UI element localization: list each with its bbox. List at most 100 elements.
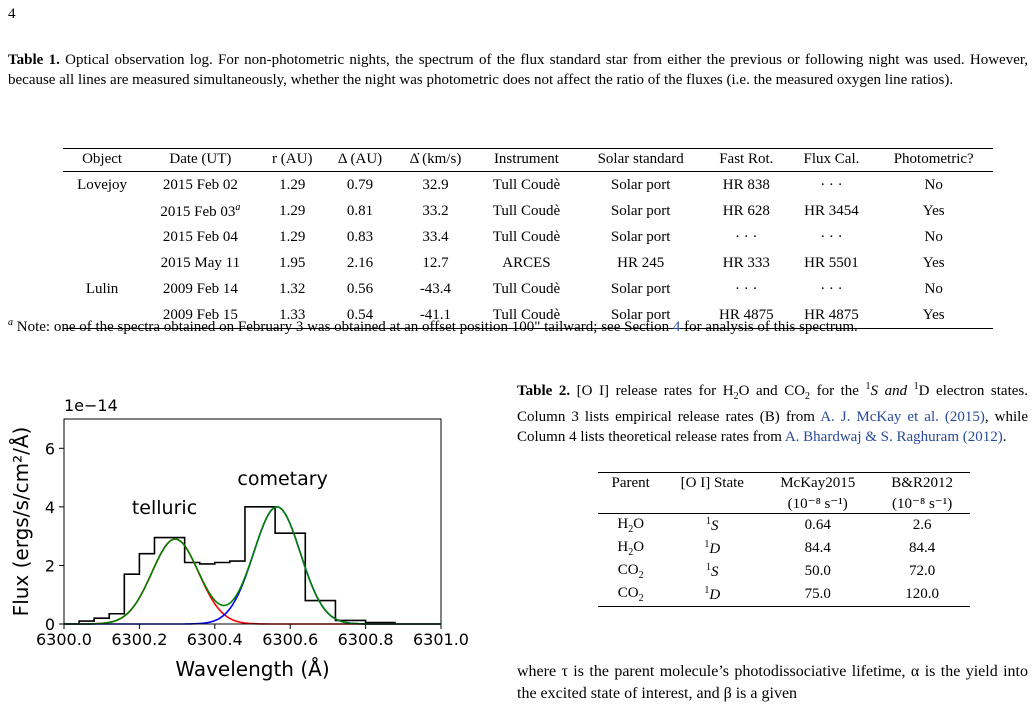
table1-cell-text: HR 4875	[719, 306, 774, 323]
table2-cell-parent: CO2	[617, 585, 644, 604]
table2: Parent [O I] State McKay2015 B&R2012 (10…	[598, 472, 970, 607]
table1-cell-text: HR 333	[722, 254, 770, 271]
table1-cell-text: Solar port	[610, 202, 671, 219]
caption-part: , while Column 4 lists theoretical relea…	[517, 409, 1028, 445]
table1-cell-text: 1.29	[279, 228, 306, 245]
table1-cell-solar: Solar port	[577, 302, 704, 329]
table1-cell-text: HR 5501	[804, 254, 859, 271]
table2-header: McKay2015	[780, 475, 856, 491]
table1-header: Instrument	[493, 151, 559, 167]
table1-cell-text: 0.54	[346, 306, 374, 323]
footnote-text-end: for analysis of this spectrum.	[680, 319, 858, 335]
table1-cell-text: ARCES	[502, 254, 551, 271]
telluric-annotation: telluric	[132, 497, 197, 519]
table1-cell-flux: HR 4875	[788, 302, 874, 329]
y-tick-label: 6	[45, 439, 55, 458]
table1-cell-phot: Yes	[874, 198, 993, 224]
table1-cell-deltadot: 33.4	[395, 224, 475, 250]
table1-cell-r: 1.29	[260, 172, 325, 199]
table1-cell-text: 33.2	[422, 202, 449, 219]
table1-cell-flux: · · ·	[788, 172, 874, 199]
x-tick-label: 6300.0	[36, 630, 92, 649]
table2-cell-parent: H2O	[617, 516, 645, 535]
table1-cell-text: 0.81	[346, 202, 374, 219]
table2-header: [O I] State	[680, 475, 744, 491]
table1-cell-text: 2015 Feb 02	[162, 176, 238, 193]
table1-cell-object	[63, 224, 141, 250]
table1-cell-text: 33.4	[422, 228, 449, 245]
table2-cell-state: 1S	[706, 562, 719, 580]
table1-label: Table 1.	[8, 52, 60, 68]
table1-caption: Table 1. Optical observation log. For no…	[8, 50, 1028, 90]
table1-cell-fast: HR 333	[704, 250, 788, 276]
section-link[interactable]: 4	[672, 319, 681, 335]
table1-cell-phot: No	[874, 276, 993, 302]
table1-cell-text: 2009 Feb 14	[162, 280, 238, 297]
table1-cell-text: -41.1	[419, 306, 452, 323]
table2-row: H2O 1S 0.64 2.6	[598, 514, 970, 538]
footnote-marker: a	[8, 317, 13, 328]
table1-cell-deltadot: 32.9	[395, 172, 475, 199]
x-tick-label: 6301.0	[413, 630, 469, 649]
table1-row: 2015 Feb 04 1.29 0.83 33.4 Tull Coudè Solar p…	[63, 224, 993, 250]
table1-cell-text: 1.95	[279, 254, 306, 271]
table1-cell-deltadot: -43.4	[395, 276, 475, 302]
table1-cell-fast: HR 838	[704, 172, 788, 199]
table2-cell-br: 2.6	[912, 517, 932, 533]
citation-mckay[interactable]: A. J. McKay et al. (2015)	[820, 409, 985, 425]
table1-cell-deltadot: -41.1	[395, 302, 475, 329]
table1-cell-object	[63, 198, 141, 224]
table1-header: Object	[82, 151, 123, 167]
body-paragraph: where τ is the parent molecule’s photodi…	[517, 663, 1028, 702]
table1-cell-instrument: Tull Coudè	[476, 302, 578, 329]
table1-cell-text: Tull Coudè	[492, 306, 561, 323]
table1-cell-text: · · ·	[820, 228, 843, 245]
table1-cell-text: 12.7	[422, 254, 449, 271]
x-tick-label: 6300.2	[111, 630, 167, 649]
table1-cell-phot: No	[874, 172, 993, 199]
table2-cell-mckay: 0.64	[804, 517, 831, 533]
caption-part: D electron states. Column 3 lists empiri…	[517, 383, 1028, 425]
table1-cell-date: 2009 Feb 15	[141, 302, 260, 329]
table1-cell-text: 1.29	[279, 176, 306, 193]
table2-unit	[598, 492, 663, 514]
table1-cell-text: 0.56	[346, 280, 374, 297]
page-number: 4	[8, 6, 16, 22]
table1-row: 2009 Feb 15 1.33 0.54 -41.1 Tull Coudè Solar …	[63, 302, 993, 329]
table1-cell-text: 1.32	[279, 280, 306, 297]
table1-cell-object	[63, 250, 141, 276]
table1-cell-r: 1.33	[260, 302, 325, 329]
table1-cell-text: HR 245	[617, 254, 665, 271]
table1-header: r (AU)	[272, 151, 313, 167]
cometary-fit-line	[64, 506, 441, 625]
table1-header: Solar standard	[597, 151, 684, 167]
table1-cell-text: Yes	[922, 202, 945, 219]
table1-cell-text: 2.16	[346, 254, 374, 271]
table1-header: Δ (AU)	[337, 151, 383, 167]
citation-bhardwaj[interactable]: A. Bhardwaj & S. Raghuram (2012)	[784, 429, 1003, 445]
table1-cell-text: Tull Coudè	[492, 176, 561, 193]
table1-cell-text: HR 3454	[804, 202, 859, 219]
table2-unit	[663, 492, 761, 514]
table2-cell-br: 84.4	[908, 540, 936, 556]
table1-cell-text: Yes	[922, 306, 945, 323]
table1-header-row: Object Date (UT) r (AU) Δ (AU) Δ̇ (km/s)…	[63, 148, 993, 172]
table1-cell-fast: · · ·	[704, 276, 788, 302]
table1-cell-text: · · ·	[820, 176, 843, 193]
table1-cell-object: Lulin	[63, 276, 141, 302]
table2-units-row: (10⁻⁸ s⁻¹) (10⁻⁸ s⁻¹)	[598, 492, 970, 514]
table2-cell-mckay: 84.4	[804, 540, 831, 556]
table1-cell-text: · · ·	[735, 280, 758, 297]
y-tick-label: 0	[45, 615, 55, 634]
table1-cell-text: 0.79	[346, 176, 374, 193]
table1-cell-text: Solar port	[610, 306, 671, 323]
table1-cell-instrument: Tull Coudè	[476, 172, 578, 199]
table1-cell-text: Tull Coudè	[492, 202, 561, 219]
y-tick-label: 4	[45, 498, 55, 517]
table2-row: CO2 1S 50.0 72.0	[598, 560, 970, 583]
spectrum-figure: 6300.0 6300.2 6300.4 6300.6 6300.8 6301.0 0 2 4 6…	[0, 378, 500, 692]
table1-cell-text: 2015 Feb 03	[160, 203, 236, 220]
table1-cell-solar: HR 245	[577, 250, 704, 276]
caption-part: [O I] release rates for H	[570, 383, 734, 399]
table1-header: Δ̇ (km/s)	[409, 151, 462, 167]
